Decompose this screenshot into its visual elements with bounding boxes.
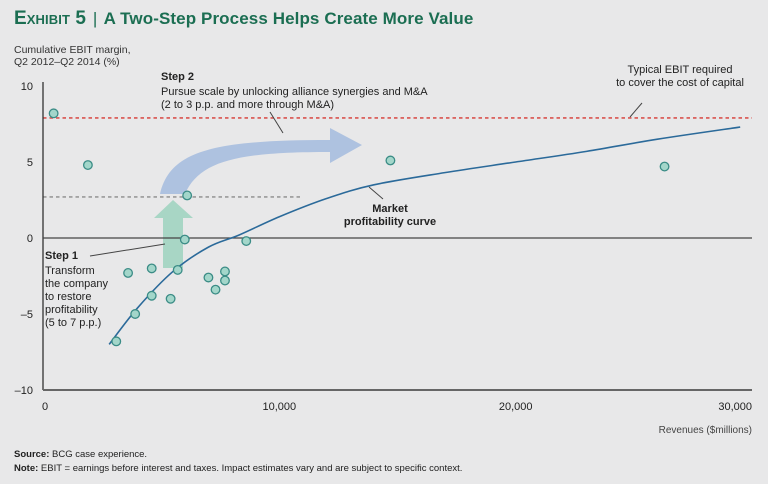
x-tick-label: 0 [42, 401, 48, 413]
source-note: Source: BCG case experience. [14, 448, 462, 462]
data-point [146, 263, 157, 274]
data-point [220, 275, 230, 286]
data-point [659, 161, 670, 172]
curve-label: Market [372, 203, 408, 215]
step1-text: (5 to 7 p.p.) [45, 317, 101, 329]
data-point [220, 266, 230, 277]
cost-of-capital-label: to cover the cost of capital [616, 77, 744, 89]
y-tick-label: 10 [21, 81, 33, 93]
step2-arrow [160, 128, 362, 194]
footer: Source: BCG case experience. Note: EBIT … [14, 448, 462, 476]
data-point [385, 155, 396, 166]
note: Note: EBIT = earnings before interest an… [14, 462, 462, 476]
data-point [111, 336, 122, 347]
step1-arrow [154, 200, 193, 268]
x-tick-label: 30,000 [718, 401, 752, 413]
note-text: EBIT = earnings before interest and taxe… [38, 463, 463, 474]
data-point [210, 284, 221, 295]
chart-title: Exhibit 5 | A Two-Step Process Helps Cre… [14, 8, 473, 30]
y-tick-label: 5 [27, 157, 33, 169]
data-point [123, 268, 134, 278]
step1-text: the company [45, 278, 108, 290]
y-tick-label: 0 [27, 233, 33, 245]
step1-heading: Step 1 [45, 250, 78, 262]
source-label: Source: [14, 449, 50, 460]
leader-line [368, 186, 384, 200]
source-text: BCG case experience. [49, 449, 148, 460]
scatter-points [48, 108, 670, 347]
tick-labels: 10 5 0 –5 –10 0 10,000 20,000 30,000 [15, 81, 752, 413]
exhibit-label: Exhibit 5 [14, 8, 87, 29]
x-axis-label: Revenues ($millions) [659, 425, 752, 436]
data-point [182, 190, 193, 201]
leader-lines [89, 102, 643, 257]
cost-of-capital-label: Typical EBIT required [628, 64, 733, 76]
data-point [241, 236, 252, 246]
data-point [203, 272, 214, 283]
y-tick-label: –10 [15, 385, 33, 397]
leader-line [269, 111, 284, 134]
leader-line [89, 243, 166, 257]
title-separator: | [92, 9, 98, 28]
step1-text: to restore [45, 291, 91, 303]
step1-text: Transform [45, 265, 95, 277]
y-axis-label: Cumulative EBIT margin, Q2 2012–Q2 2014 … [14, 44, 131, 68]
x-tick-label: 20,000 [499, 401, 533, 413]
axes [42, 82, 752, 391]
step2-heading: Step 2 [161, 71, 194, 83]
data-point [165, 293, 176, 304]
step-arrows [154, 128, 362, 268]
data-point [130, 309, 141, 319]
curve-label: profitability curve [344, 216, 436, 228]
data-point [172, 264, 183, 275]
x-tick-label: 10,000 [263, 401, 297, 413]
leader-line [629, 102, 643, 118]
title-text: A Two-Step Process Helps Create More Val… [103, 9, 474, 28]
step1-text: profitability [45, 304, 98, 316]
data-point [146, 290, 157, 301]
reference-lines [43, 117, 752, 198]
data-point [82, 160, 93, 170]
data-point [48, 108, 59, 119]
note-label: Note: [14, 463, 39, 474]
y-tick-label: –5 [21, 309, 33, 321]
annotations: Step 2 Pursue scale by unlocking alliance… [45, 64, 744, 329]
step2-text: Pursue scale by unlocking alliance syner… [161, 86, 428, 98]
data-point [179, 234, 190, 245]
step2-text: (2 to 3 p.p. and more through M&A) [161, 99, 334, 111]
